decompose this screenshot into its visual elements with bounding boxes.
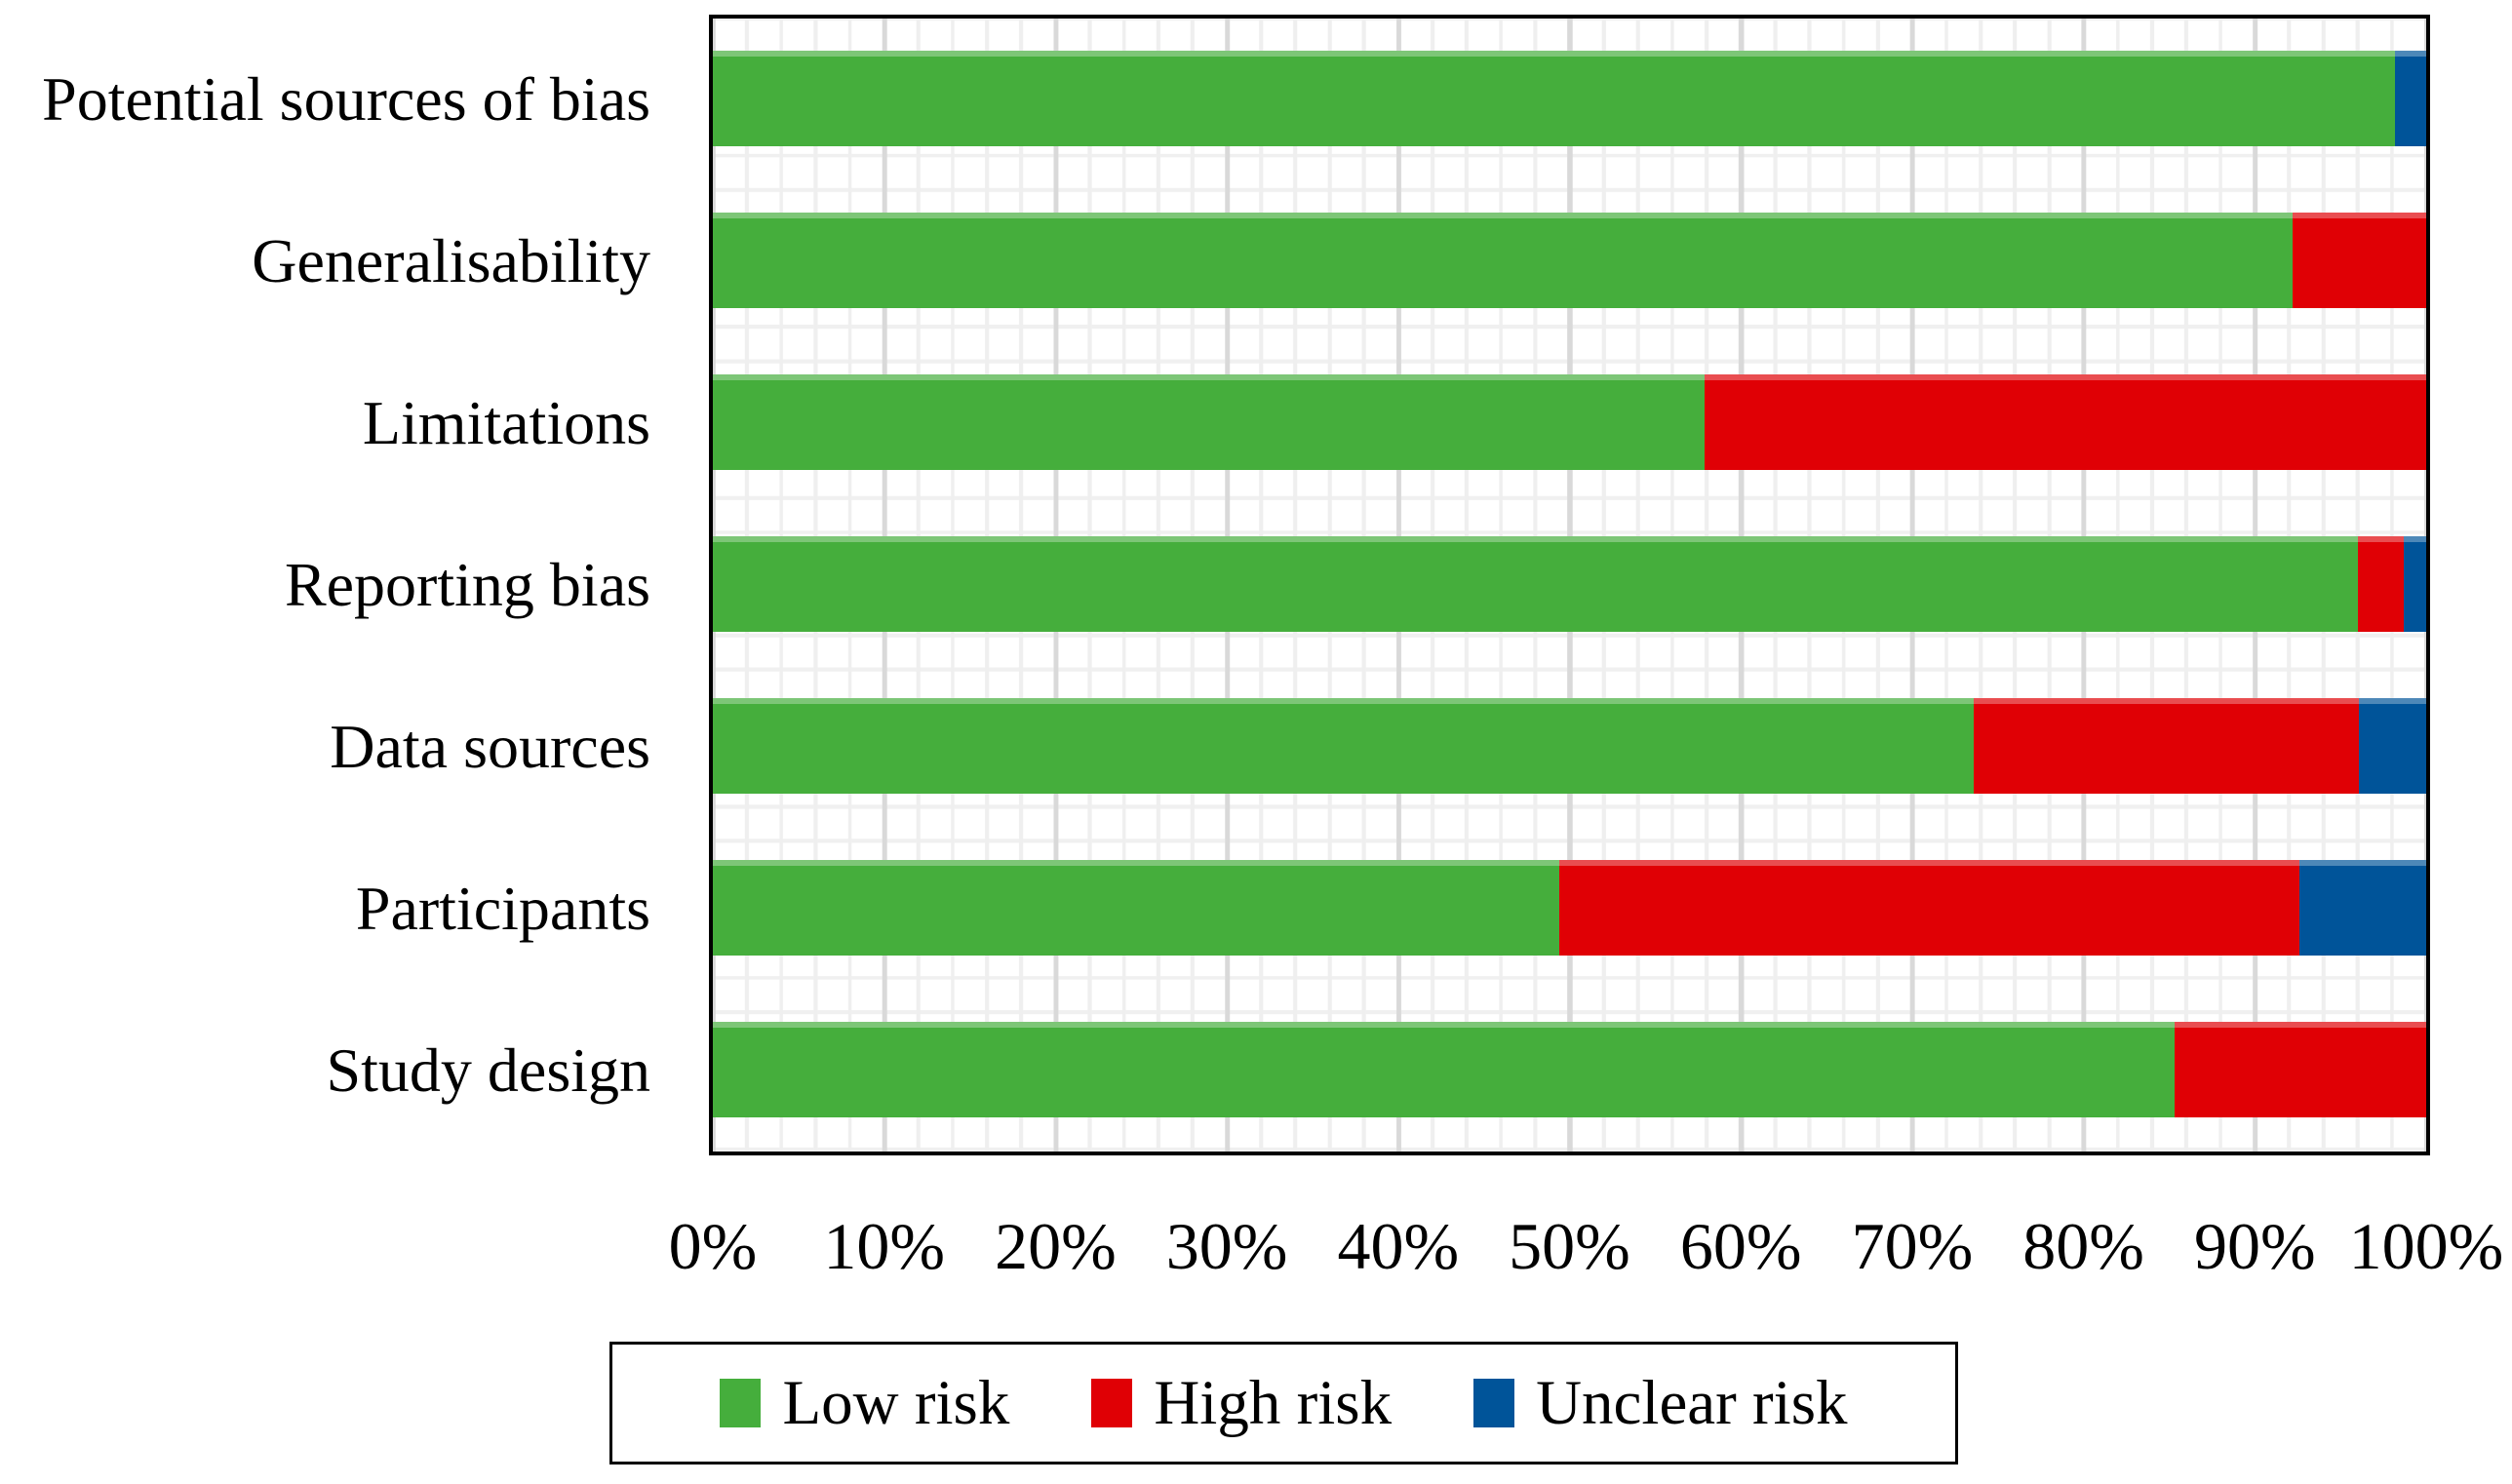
legend-swatch-high-risk: [1091, 1379, 1133, 1427]
category-label: Participants: [355, 874, 650, 943]
legend-swatch-low-risk: [720, 1379, 762, 1427]
bar-segment-unclear-risk: [2395, 51, 2426, 146]
bar-segment-unclear-risk: [2404, 536, 2426, 632]
x-tick-label: 20%: [995, 1209, 1117, 1283]
legend-item-unclear-risk: Unclear risk: [1473, 1367, 1848, 1438]
category-label: Potential sources of bias: [42, 64, 650, 134]
bars-container: [713, 19, 2426, 1152]
plot-area: [709, 15, 2430, 1155]
bar-segment-low-risk: [713, 1022, 2175, 1117]
legend: Low risk High risk Unclear risk: [609, 1342, 1958, 1464]
category-label: Reporting bias: [284, 550, 650, 619]
bar-segment-high-risk: [1558, 860, 2299, 956]
legend-label: High risk: [1154, 1367, 1393, 1438]
bar-segment-low-risk: [713, 860, 1559, 956]
bar-segment-low-risk: [713, 374, 1706, 470]
x-tick-label: 70%: [1851, 1209, 1974, 1283]
bar-segment-low-risk: [713, 51, 2396, 146]
bar-row: [713, 698, 2426, 794]
bar-segment-low-risk: [713, 536, 2358, 632]
bar-row: [713, 536, 2426, 632]
bar-segment-low-risk: [713, 698, 1975, 794]
x-tick-label: 0%: [668, 1209, 758, 1283]
bar-row: [713, 51, 2426, 146]
bar-segment-high-risk: [2292, 213, 2426, 308]
bar-segment-unclear-risk: [2359, 698, 2426, 794]
bar-row: [713, 213, 2426, 308]
category-label: Generalisability: [252, 226, 650, 295]
x-tick-label: 100%: [2348, 1209, 2504, 1283]
x-tick-label: 30%: [1165, 1209, 1288, 1283]
category-axis: Potential sources of bias Generalisabilit…: [0, 19, 650, 1152]
bar-row: [713, 374, 2426, 470]
category-label: Study design: [326, 1035, 650, 1105]
legend-swatch-unclear-risk: [1473, 1379, 1515, 1427]
bar-row: [713, 860, 2426, 956]
category-label: Data sources: [330, 712, 650, 781]
x-tick-label: 10%: [823, 1209, 946, 1283]
category-label: Limitations: [362, 388, 650, 457]
bar-segment-low-risk: [713, 213, 2293, 308]
legend-label: Unclear risk: [1536, 1367, 1848, 1438]
x-tick-label: 40%: [1337, 1209, 1460, 1283]
bar-segment-high-risk: [1705, 374, 2426, 470]
x-axis: 0% 10% 20% 30% 40% 50% 60% 70% 80% 90% 100%: [669, 1209, 2504, 1310]
legend-label: Low risk: [782, 1367, 1010, 1438]
x-tick-label: 60%: [1679, 1209, 1802, 1283]
x-tick-label: 90%: [2193, 1209, 2316, 1283]
legend-item-high-risk: High risk: [1091, 1367, 1393, 1438]
legend-item-low-risk: Low risk: [720, 1367, 1010, 1438]
x-tick-label: 80%: [2022, 1209, 2144, 1283]
bar-segment-high-risk: [2357, 536, 2405, 632]
x-tick-label: 50%: [1509, 1209, 1630, 1283]
bar-segment-high-risk: [2174, 1022, 2426, 1117]
bar-segment-unclear-risk: [2298, 860, 2426, 956]
bar-segment-high-risk: [1974, 698, 2360, 794]
bar-row: [713, 1022, 2426, 1117]
